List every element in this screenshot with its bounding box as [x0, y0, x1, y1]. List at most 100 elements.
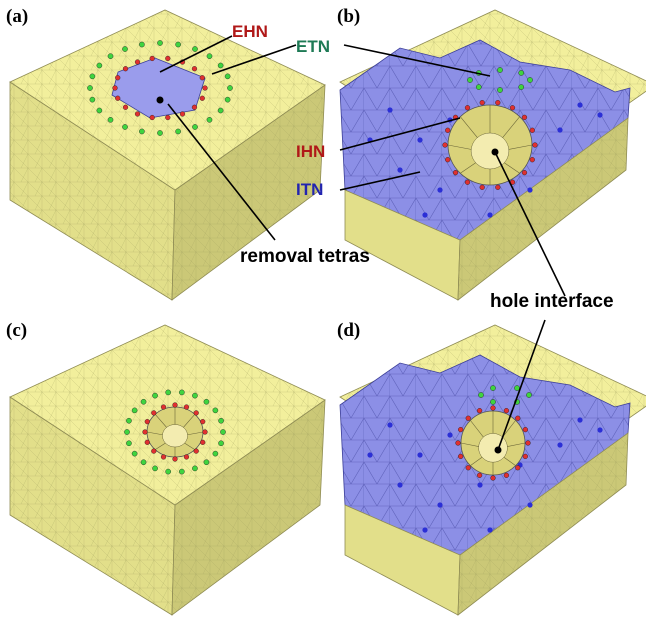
etn-leader-a [211, 44, 297, 75]
b-blue-node [397, 167, 403, 173]
c-cube-right-mesh [172, 400, 325, 615]
b-red-node [442, 142, 448, 148]
panel-tag-d: (d) [337, 320, 360, 341]
a-red-node [134, 59, 141, 65]
c-red-node [193, 410, 199, 416]
d-blue-node [577, 417, 583, 423]
c-red-node [151, 448, 157, 454]
d-blue-node [597, 427, 603, 433]
a-green-node [206, 53, 213, 59]
a-red-node [191, 66, 198, 72]
c-red-node [172, 456, 178, 462]
a-green-node [87, 85, 93, 91]
d-red-node [503, 472, 509, 478]
a-red-node [149, 114, 155, 121]
c-green-node [131, 450, 138, 457]
itn-leader [339, 171, 421, 191]
a-green-node [157, 130, 163, 136]
c-red-node [160, 454, 167, 460]
b-red-node [509, 105, 516, 111]
d-green-node [478, 392, 484, 398]
a-red-node [115, 75, 121, 81]
a-green-node [89, 73, 96, 80]
b-cube-right-mesh [458, 118, 628, 300]
c-green-node [212, 450, 219, 457]
a-removal-tetras-region [111, 57, 206, 119]
d-blue-node [527, 502, 533, 508]
d-blue-node [447, 432, 453, 438]
a-green-node [217, 62, 224, 69]
c-green-node [126, 440, 132, 447]
b-red-node [495, 100, 501, 106]
a-green-node [139, 41, 145, 48]
c-green-node [203, 459, 210, 466]
a-green-node [122, 46, 128, 52]
d-blue-node [397, 482, 403, 488]
d-green-node [514, 385, 520, 391]
b-green-node [518, 84, 525, 90]
a-green-node [224, 96, 231, 103]
b-red-node [445, 127, 451, 133]
c-green-node [126, 417, 132, 424]
a-green-node [107, 117, 114, 123]
b-hole-inner [470, 132, 510, 170]
c-green-node [140, 459, 147, 466]
a-green-node [175, 128, 181, 135]
panel-b [339, 9, 646, 301]
panel-tag-c: (c) [6, 320, 27, 341]
c-red-node [200, 439, 206, 445]
c-green-node [179, 389, 185, 396]
a-red-node [179, 111, 186, 117]
b-red-node [529, 127, 535, 133]
d-red-node [465, 415, 471, 421]
a-red-node [191, 104, 198, 110]
b-red-node [464, 179, 471, 185]
d-red-node [477, 472, 483, 478]
b-blue-node [577, 102, 583, 108]
d-red-node [522, 453, 528, 459]
b-red-node [532, 142, 538, 148]
d-red-node [490, 475, 496, 481]
d-blue-node [477, 482, 483, 488]
panel-tag-b: (b) [337, 6, 360, 27]
c-hole-inner [162, 424, 188, 448]
hole-leader-b [494, 151, 566, 297]
a-green-node [217, 107, 224, 114]
itn-label: ITN [296, 180, 323, 199]
a-cube-left-mesh [10, 82, 175, 300]
panel-c [9, 324, 326, 616]
b-green-node [467, 77, 473, 83]
a-green-node [227, 85, 233, 91]
c-green-node [192, 392, 198, 399]
d-blue-node [387, 422, 393, 428]
d-blue-node [487, 527, 493, 533]
a-green-node [192, 124, 198, 130]
b-green-node [497, 87, 503, 93]
etn-label: ETN [296, 37, 330, 56]
d-green-node [490, 385, 496, 391]
ehn-leader [159, 35, 233, 73]
c-green-node [152, 392, 158, 399]
d-red-node [503, 408, 509, 414]
hole-leader-d [497, 319, 546, 451]
c-red-node [202, 429, 208, 435]
a-red-node [112, 85, 118, 91]
c-red-node [151, 410, 157, 416]
a-red-node [165, 114, 171, 121]
d-red-node [458, 453, 464, 459]
etn-leader-b [343, 44, 491, 77]
c-red-node [183, 404, 190, 410]
c-green-node [218, 440, 224, 447]
c-red-node [200, 419, 206, 425]
a-red-node [122, 104, 129, 110]
d-red-node [515, 465, 521, 471]
panel-tag-a: (a) [6, 6, 28, 27]
a-removal-pointer-dot [156, 96, 164, 104]
d-blue-node [417, 452, 423, 458]
a-red-node [122, 66, 129, 72]
d-red-node [522, 427, 528, 433]
b-green-node [497, 67, 503, 73]
c-green-node [203, 398, 210, 405]
c-red-node [144, 439, 150, 445]
